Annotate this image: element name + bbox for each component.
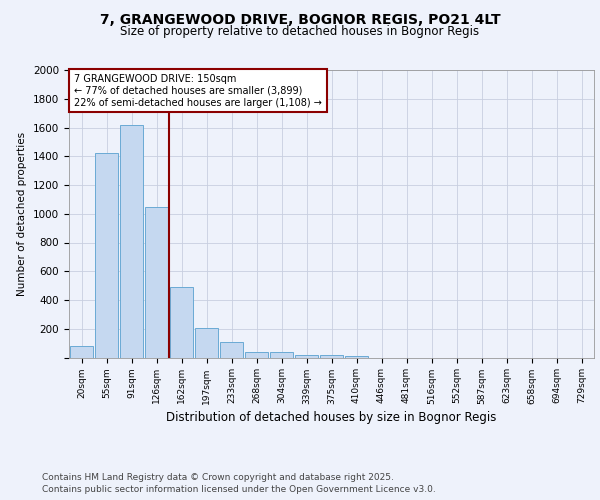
Y-axis label: Number of detached properties: Number of detached properties: [17, 132, 28, 296]
Bar: [119, 124, 143, 358]
X-axis label: Distribution of detached houses by size in Bognor Regis: Distribution of detached houses by size …: [166, 410, 497, 424]
Bar: [245, 352, 268, 358]
Bar: [70, 346, 94, 358]
Bar: [269, 352, 293, 358]
Bar: [170, 287, 193, 358]
Bar: [220, 342, 244, 357]
Bar: [295, 354, 319, 358]
Text: 7, GRANGEWOOD DRIVE, BOGNOR REGIS, PO21 4LT: 7, GRANGEWOOD DRIVE, BOGNOR REGIS, PO21 …: [100, 12, 500, 26]
Text: Size of property relative to detached houses in Bognor Regis: Size of property relative to detached ho…: [121, 25, 479, 38]
Bar: [344, 356, 368, 358]
Bar: [145, 206, 169, 358]
Text: 7 GRANGEWOOD DRIVE: 150sqm
← 77% of detached houses are smaller (3,899)
22% of s: 7 GRANGEWOOD DRIVE: 150sqm ← 77% of deta…: [74, 74, 322, 108]
Bar: [95, 154, 118, 358]
Text: Contains public sector information licensed under the Open Government Licence v3: Contains public sector information licen…: [42, 485, 436, 494]
Bar: [194, 328, 218, 358]
Text: Contains HM Land Registry data © Crown copyright and database right 2025.: Contains HM Land Registry data © Crown c…: [42, 472, 394, 482]
Bar: [320, 356, 343, 358]
